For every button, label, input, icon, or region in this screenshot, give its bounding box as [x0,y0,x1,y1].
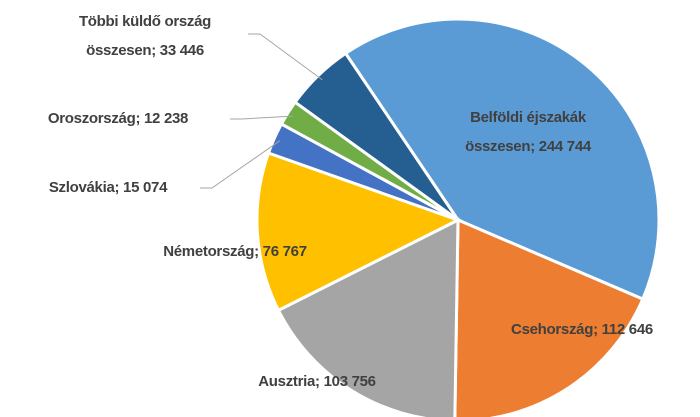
pie-slice [293,51,460,222]
pie-slice [343,17,661,302]
data-label: összesen; 33 446 [86,42,204,59]
data-label: Oroszország; 12 238 [48,110,188,127]
data-label: összesen; 244 744 [465,138,592,155]
pie-slice [255,151,462,313]
leader-line [200,140,281,189]
data-label: Csehország; 112 646 [511,321,653,338]
data-label: Szlovákia; 15 074 [49,179,168,196]
pie-slice [453,217,645,417]
data-label: Többi küldő ország [79,13,211,30]
data-label: Németország; 76 767 [163,243,307,260]
data-label: Belföldi éjszakák [470,109,587,126]
leader-line [230,115,294,120]
data-label: Ausztria; 103 756 [258,373,375,390]
pie-slice [276,217,460,417]
leader-line [248,33,323,81]
